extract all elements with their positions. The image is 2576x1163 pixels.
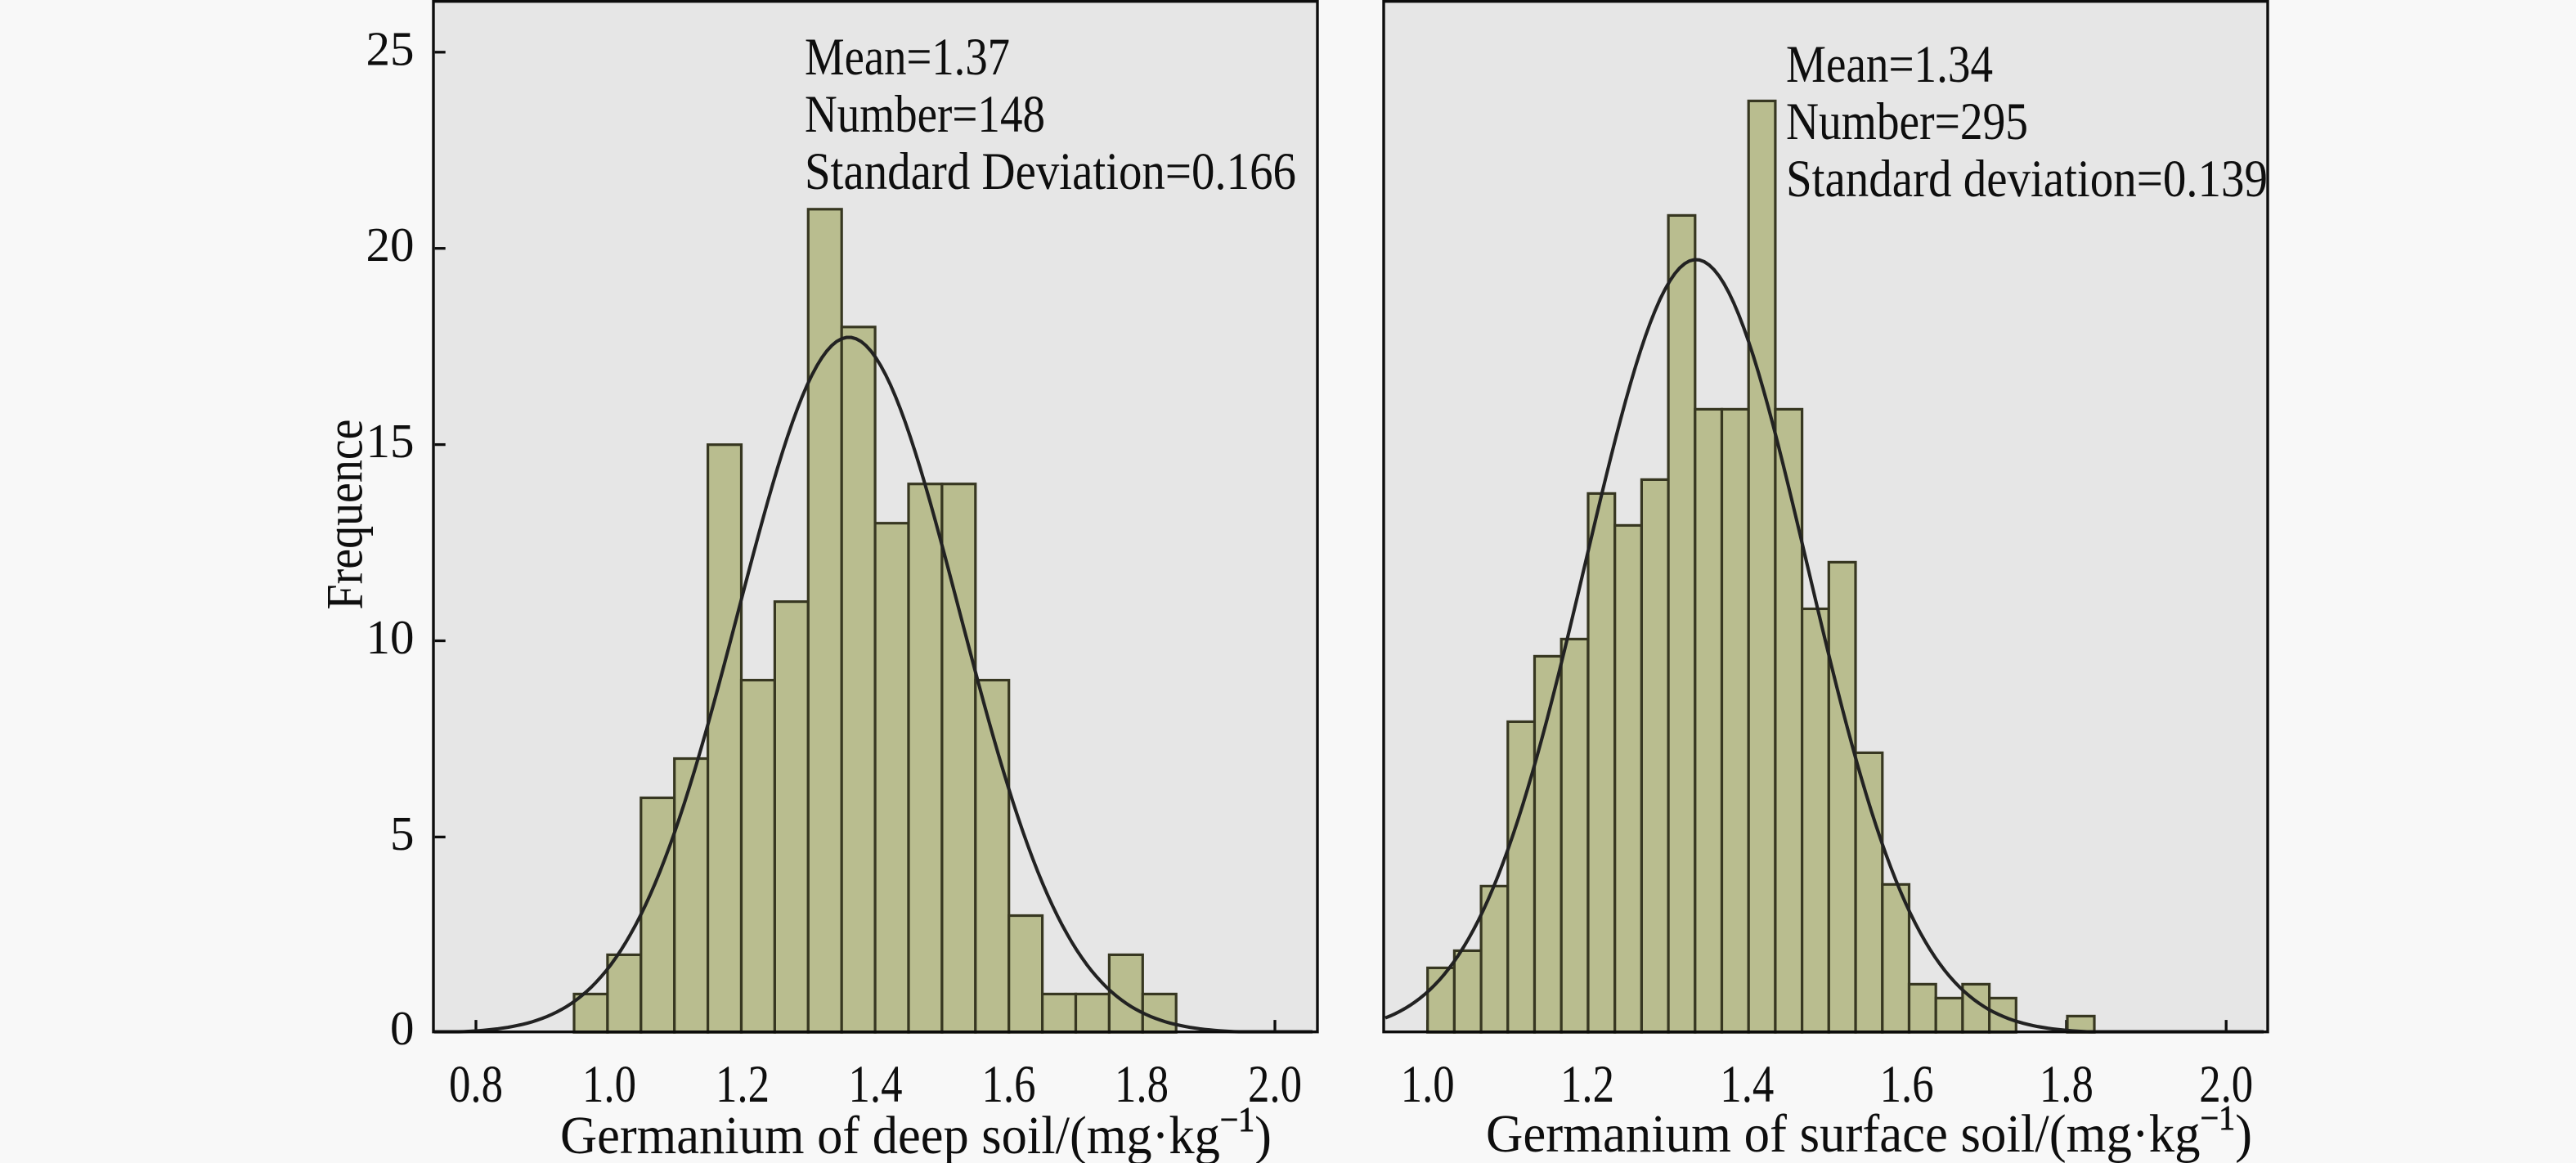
svg-text:Number=295: Number=295 bbox=[1786, 92, 2028, 151]
svg-text:1.6: 1.6 bbox=[1880, 1055, 1934, 1114]
svg-text:25: 25 bbox=[366, 21, 415, 75]
svg-text:Germanium of deep soil/(mg·kg−: Germanium of deep soil/(mg·kg−1) bbox=[560, 1102, 1272, 1163]
svg-text:1.4: 1.4 bbox=[849, 1055, 903, 1114]
svg-text:Mean=1.34: Mean=1.34 bbox=[1786, 35, 1993, 94]
svg-text:Standard Deviation=0.166: Standard Deviation=0.166 bbox=[805, 142, 1296, 201]
svg-text:1.0: 1.0 bbox=[1401, 1055, 1455, 1114]
svg-text:2.0: 2.0 bbox=[1248, 1055, 1302, 1114]
svg-text:1.4: 1.4 bbox=[1720, 1055, 1774, 1114]
svg-text:1.6: 1.6 bbox=[982, 1055, 1036, 1114]
svg-text:Standard deviation=0.139: Standard deviation=0.139 bbox=[1786, 150, 2268, 209]
svg-text:0: 0 bbox=[390, 1001, 415, 1055]
svg-text:5: 5 bbox=[390, 806, 415, 860]
svg-text:Mean=1.37: Mean=1.37 bbox=[805, 28, 1010, 87]
svg-text:1.8: 1.8 bbox=[2040, 1055, 2094, 1114]
svg-text:1.0: 1.0 bbox=[582, 1055, 636, 1114]
svg-text:2.0: 2.0 bbox=[2199, 1055, 2253, 1114]
svg-text:1.2: 1.2 bbox=[716, 1055, 770, 1114]
svg-text:1.2: 1.2 bbox=[1560, 1055, 1614, 1114]
svg-text:10: 10 bbox=[366, 610, 415, 664]
svg-text:Germanium of surface soil/(mg·: Germanium of surface soil/(mg·kg−1) bbox=[1486, 1100, 2252, 1163]
svg-text:0.8: 0.8 bbox=[449, 1055, 503, 1114]
svg-text:1.8: 1.8 bbox=[1115, 1055, 1169, 1114]
svg-text:20: 20 bbox=[366, 218, 415, 272]
svg-text:Frequence: Frequence bbox=[315, 420, 373, 610]
svg-text:15: 15 bbox=[366, 414, 415, 468]
svg-text:Number=148: Number=148 bbox=[805, 85, 1045, 144]
